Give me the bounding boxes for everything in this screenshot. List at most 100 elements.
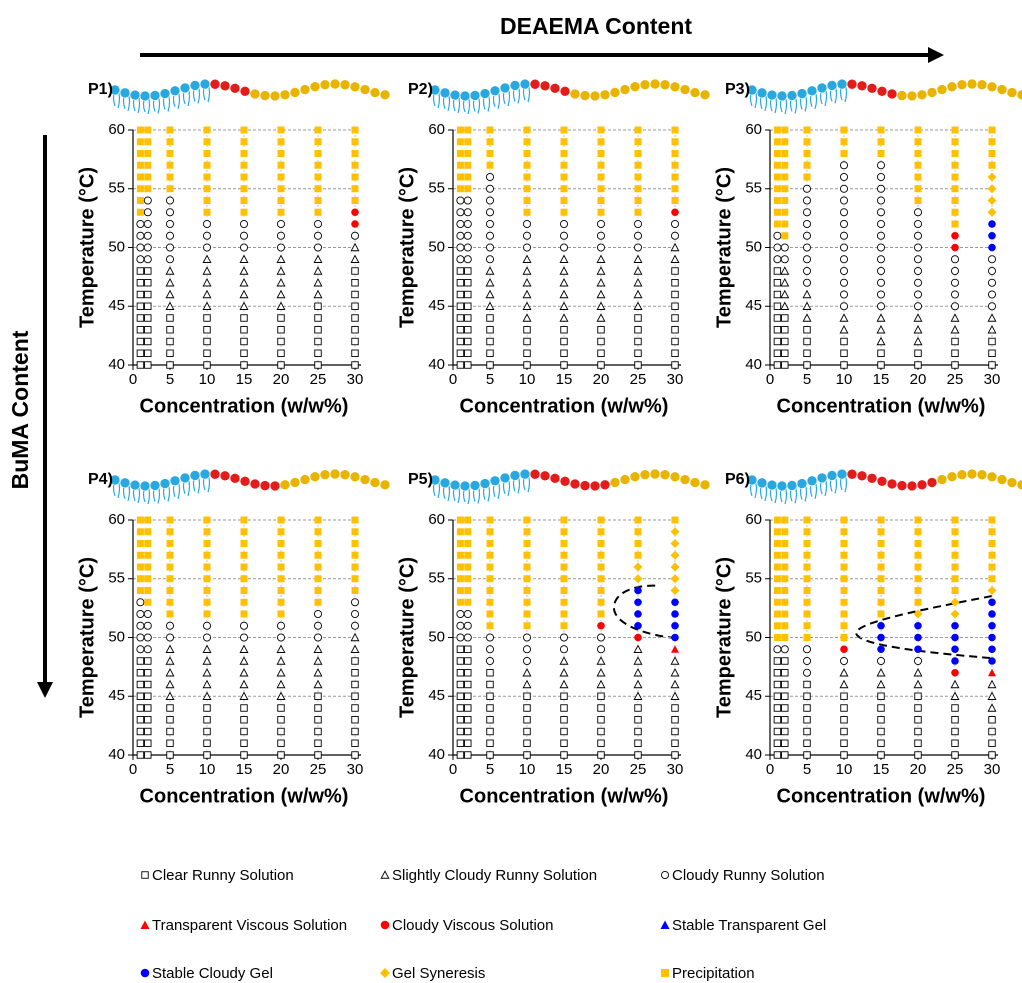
marker [804,138,811,145]
marker [781,232,788,239]
marker [877,209,884,216]
marker [672,350,679,357]
marker [598,693,605,700]
marker [774,611,781,618]
marker [952,517,959,524]
marker [597,669,605,676]
marker [988,256,995,263]
marker [315,717,322,724]
marker [240,681,248,688]
bead [777,91,787,101]
marker [915,693,922,700]
marker [804,162,811,169]
marker [240,693,248,700]
marker [278,162,285,169]
marker [166,279,174,286]
marker [915,728,922,735]
marker [989,540,996,547]
marker [137,127,144,134]
marker [634,256,642,263]
marker [774,681,781,688]
marker [315,197,322,204]
marker [671,256,679,263]
marker [671,634,679,642]
marker [914,209,921,216]
marker [277,646,285,653]
bead [220,471,230,481]
marker [137,552,144,559]
marker [278,575,285,582]
marker [598,587,605,594]
marker [351,256,359,263]
marker [804,150,811,157]
marker [561,528,568,535]
marker [524,693,531,700]
marker [352,150,359,157]
marker [989,575,996,582]
marker [145,268,152,275]
marker [781,244,788,251]
marker [915,528,922,535]
marker [561,174,568,181]
y-tick-label: 50 [745,238,762,255]
marker [204,138,211,145]
x-tick-label: 15 [236,371,253,388]
marker [524,587,531,594]
marker [781,197,788,204]
bead [660,80,670,90]
marker [914,681,922,688]
marker [672,291,679,298]
marker [240,646,248,653]
marker [204,209,211,216]
marker [240,291,248,298]
marker [137,220,144,227]
marker [524,185,531,192]
marker [877,657,884,664]
marker [782,728,789,735]
bead [957,470,967,480]
bead [927,87,937,97]
marker [277,244,284,251]
marker [989,162,996,169]
marker [137,705,144,712]
marker [781,517,788,524]
bead [530,79,540,89]
marker [782,705,789,712]
marker [314,669,322,676]
marker [457,303,464,310]
marker [352,552,359,559]
x-tick-label: 5 [486,371,494,388]
marker [486,209,493,216]
marker [597,291,605,298]
marker [914,220,921,227]
marker [914,314,922,321]
marker [145,350,152,357]
x-tick-label: 10 [836,761,853,778]
marker [841,728,848,735]
figure: DEAEMA Content BuMA Content P1)404550556… [0,0,1022,983]
marker [241,705,248,712]
marker [878,728,885,735]
marker [315,528,322,535]
marker [560,669,568,676]
marker [804,517,811,524]
marker [988,173,997,182]
marker [486,634,493,641]
marker [671,669,679,676]
marker [878,528,885,535]
marker [351,634,359,641]
marker [144,209,151,216]
marker [137,362,144,369]
marker [672,327,679,334]
x-tick-label: 30 [347,371,364,388]
marker [781,279,789,286]
marker [486,244,493,251]
marker [635,717,642,724]
marker [240,220,247,227]
marker [278,315,285,322]
marker [524,528,531,535]
marker [352,670,359,677]
marker [523,291,531,298]
marker [464,197,471,204]
marker [598,740,605,747]
